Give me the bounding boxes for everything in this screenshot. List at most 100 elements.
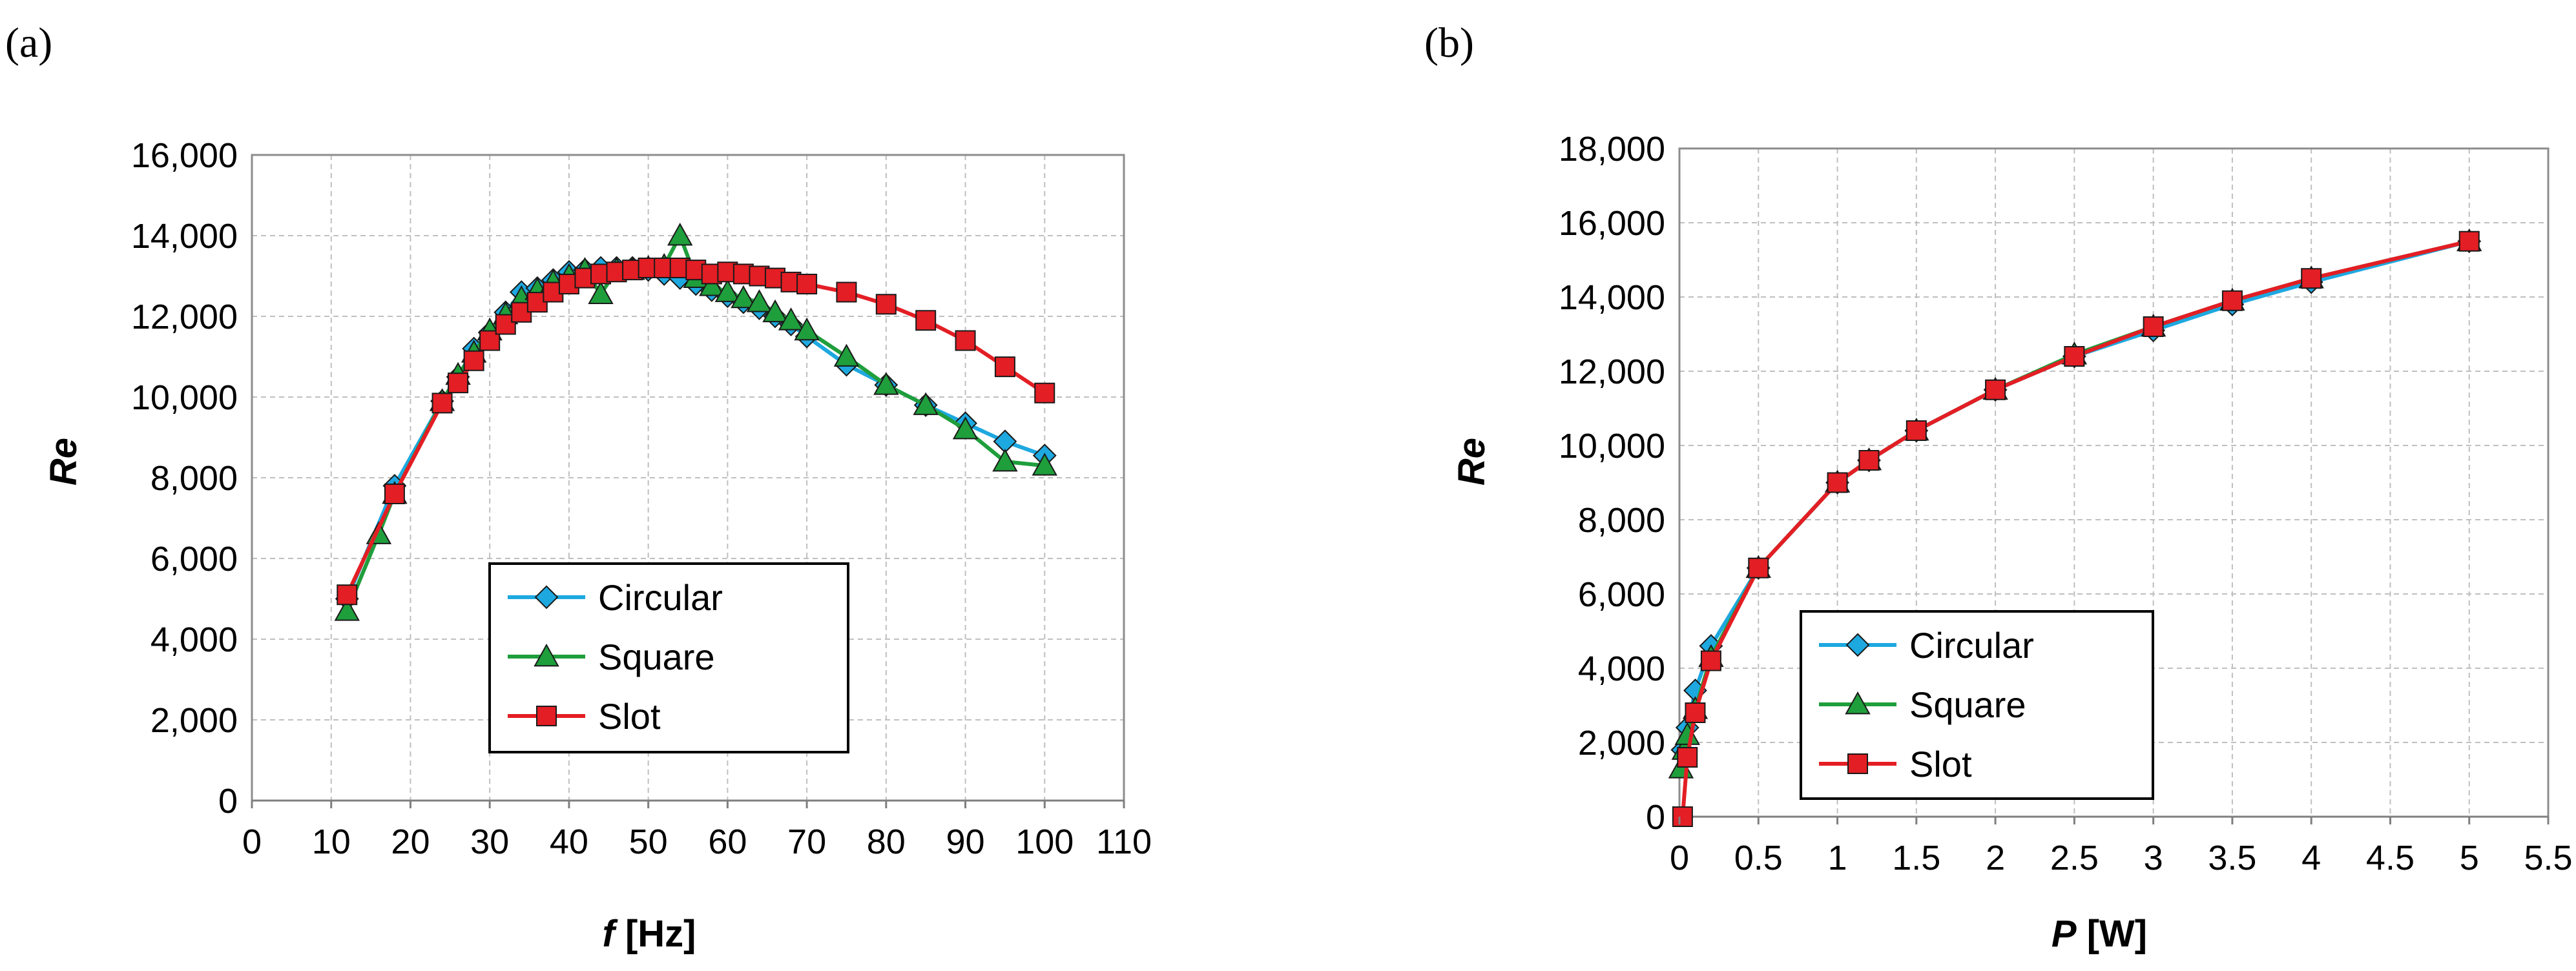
panel-b-y-tick-label: 0 xyxy=(1646,798,1665,837)
panel-b-slot-point xyxy=(1700,650,1721,671)
panel-a-y-tick-label: 16,000 xyxy=(131,136,238,175)
panel-a-y-ticks: 0 2,000 4,000 6,000 8,000 10,000 12,000 14,000 1… xyxy=(131,136,238,821)
panel-b-x-tick-label: 3.5 xyxy=(2208,839,2256,877)
panel-b-x-tick-label: 3 xyxy=(2144,839,2163,877)
panel-b-legend-swatch-marker xyxy=(1845,691,1871,715)
panel-b: (b) 0 2,000 4,000 6,000 8,000 10,000 12,000 14,… xyxy=(1424,19,2573,955)
panel-a-x-tick-label: 90 xyxy=(946,823,985,861)
panel-b-x-tick-label: 5.5 xyxy=(2524,839,2572,877)
panel-a-legend-swatch-marker xyxy=(536,706,557,726)
panel-b-legend-label: Slot xyxy=(1909,744,1972,784)
panel-b-legend: Circular Square Slot xyxy=(1800,610,2154,800)
panel-b-legend-swatch-marker xyxy=(1845,633,1870,657)
panel-a-y-tick-label: 6,000 xyxy=(151,540,238,578)
panel-a-slot-point xyxy=(431,393,453,414)
panel-a-slot-point xyxy=(337,584,358,606)
panel-a-slot-point xyxy=(955,330,976,351)
panel-a-y-tick-label: 0 xyxy=(218,782,238,821)
panel-b-slot-point xyxy=(2143,316,2164,337)
panel-b-x-tick-label: 0.5 xyxy=(1734,839,1783,877)
panel-b-slot-point xyxy=(1985,379,2006,400)
panel-a-x-tick-label: 110 xyxy=(1096,823,1152,861)
panel-b-y-tick-label: 8,000 xyxy=(1578,501,1665,540)
panel-a-y-tick-label: 10,000 xyxy=(131,378,238,417)
panel-b-legend-label: Square xyxy=(1909,684,2026,725)
panel-a-square-point xyxy=(1032,453,1057,476)
panel-a-slot-point xyxy=(1034,382,1055,404)
panel-b-x-tick-label: 2 xyxy=(1986,839,2005,877)
panel-a-square-point xyxy=(746,289,773,312)
panel-a-slot-point xyxy=(875,294,897,315)
panel-b-slot-point xyxy=(1748,557,1769,578)
panel-a-x-tick-label: 100 xyxy=(1015,823,1074,861)
panel-b-slot-point xyxy=(1685,702,1706,723)
panel-a: (a) 0 2,000 4,000 6,000 8,000 10,000 12,000 14,… xyxy=(5,19,1152,955)
panel-b-x-tick-label: 4 xyxy=(2301,839,2321,877)
panel-b-x-tick-label: 4.5 xyxy=(2366,839,2415,877)
panel-a-y-axis-title: Re xyxy=(43,438,85,486)
panel-b-slot-point xyxy=(1672,806,1693,827)
panel-b-x-tick-label: 2.5 xyxy=(2050,839,2099,877)
panel-a-series-slot xyxy=(337,258,1055,606)
panel-b-legend-swatch-marker xyxy=(1847,753,1868,774)
panel-a-y-tick-label: 14,000 xyxy=(131,217,238,256)
panel-b-slot-point xyxy=(1858,450,1880,471)
panel-a-x-tick-label: 60 xyxy=(708,823,747,861)
panel-a-square-point xyxy=(588,281,614,305)
panel-b-series xyxy=(1668,228,2482,827)
panel-a-x-axis-unit: [Hz] xyxy=(615,913,696,955)
panel-b-x-tick-label: 1 xyxy=(1828,839,1847,877)
panel-a-x-tick-label: 10 xyxy=(312,823,351,861)
panel-b-slot-point xyxy=(2301,268,2322,289)
panel-a-slot-point xyxy=(994,356,1015,378)
panel-a-square-point xyxy=(778,307,804,331)
panel-a-square-point xyxy=(714,279,741,302)
panel-b-slot-point xyxy=(2221,290,2243,311)
panel-b-x-axis-unit: [W] xyxy=(2077,913,2148,955)
panel-b-slot-point xyxy=(1827,472,1848,493)
panel-a-circular-line xyxy=(345,266,1046,600)
panel-a-square-point xyxy=(667,222,693,246)
panel-b-x-axis-title: P [W] xyxy=(2051,913,2147,955)
panel-a-slot-point xyxy=(915,310,937,331)
panel-a-square-point xyxy=(992,448,1018,472)
panel-a-square-point xyxy=(762,299,788,323)
panel-a-legend-label: Square xyxy=(598,637,715,677)
panel-a-slot-point xyxy=(463,350,484,371)
panel-a-x-ticks: 0 10 20 30 40 50 60 70 80 90 100 110 xyxy=(242,801,1152,861)
panel-a-x-tick-label: 0 xyxy=(242,823,262,861)
panel-a-y-tick-label: 4,000 xyxy=(151,620,238,659)
panel-a-square-point xyxy=(794,317,820,341)
panel-a-square-point xyxy=(699,273,725,296)
panel-b-y-tick-label: 14,000 xyxy=(1559,278,1665,317)
panel-a-x-tick-label: 50 xyxy=(629,823,668,861)
panel-a-square-point xyxy=(952,416,979,440)
panel-a-square-point xyxy=(334,598,360,621)
panel-a-square-point xyxy=(913,392,939,415)
panel-b-y-ticks: 0 2,000 4,000 6,000 8,000 10,000 12,000 14,000 1… xyxy=(1559,130,1665,837)
panel-a-legend-label: Slot xyxy=(598,696,661,737)
panel-a-series-circular xyxy=(335,256,1057,611)
panel-b-y-tick-label: 6,000 xyxy=(1578,575,1665,614)
panel-b-slot-point xyxy=(1677,747,1698,768)
panel-a-y-tick-label: 8,000 xyxy=(151,459,238,498)
panel-a-slot-point xyxy=(384,484,405,504)
panel-a-slot-point xyxy=(796,274,818,294)
panel-a-x-tick-label: 40 xyxy=(550,823,588,861)
panel-a-slot-point xyxy=(836,281,857,303)
panel-a-legend-swatch-marker xyxy=(534,643,559,667)
panel-b-y-axis-title: Re xyxy=(1451,438,1493,486)
panel-b-y-tick-label: 2,000 xyxy=(1578,724,1665,762)
panel-b-y-tick-label: 12,000 xyxy=(1559,353,1665,391)
panel-a-x-tick-label: 70 xyxy=(787,823,826,861)
panel-a-legend-swatch-marker xyxy=(534,585,559,609)
panel-a-x-tick-label: 30 xyxy=(470,823,509,861)
panel-a-square-point xyxy=(873,372,899,395)
panel-b-x-tick-label: 5 xyxy=(2460,839,2479,877)
panel-b-series-slot xyxy=(1672,230,2480,827)
panel-a-x-tick-label: 20 xyxy=(391,823,430,861)
panel-b-legend-label: Circular xyxy=(1909,625,2034,666)
panel-a-series-square xyxy=(334,222,1057,621)
panel-a-x-axis-title: f [Hz] xyxy=(603,913,696,955)
